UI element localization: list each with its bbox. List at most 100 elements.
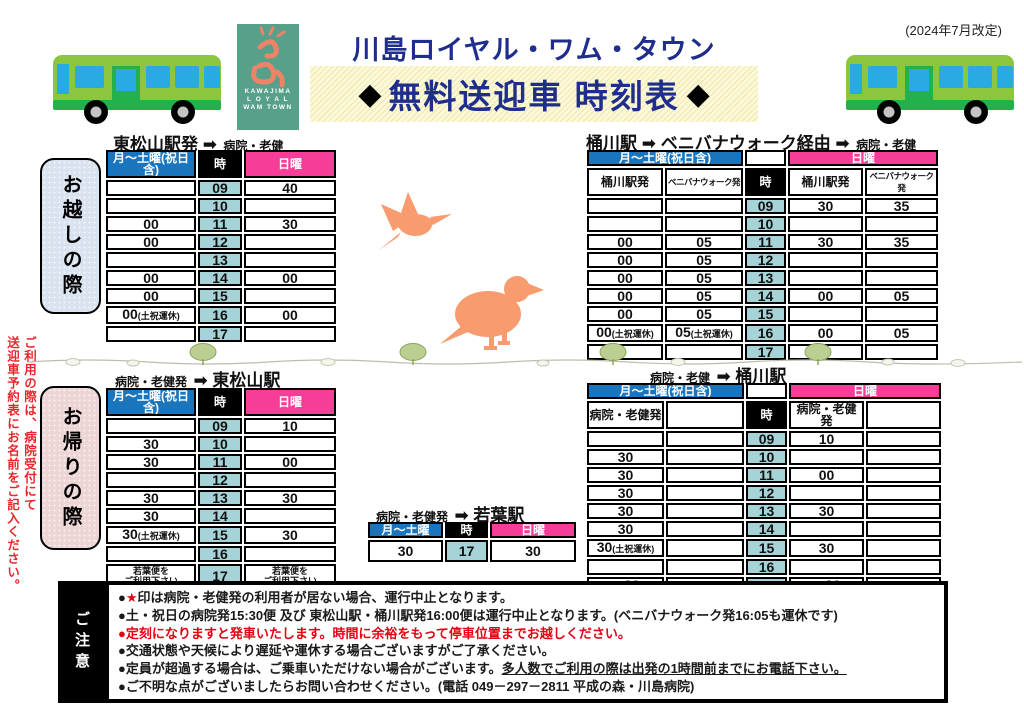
hour-cell: 16 (745, 324, 786, 342)
weekday-header: 月～土曜(祝日含) (106, 388, 196, 416)
weekday-cell (106, 180, 196, 196)
title-main: 桶川駅 ➡ ベニバナウォーク経由 ➡ (586, 134, 850, 153)
blank-cell (666, 539, 744, 557)
weekday-cell: 05 (665, 252, 743, 268)
hour-cell: 10 (198, 198, 242, 214)
weekday-cell: 30 (106, 436, 196, 452)
notes-tab: ご注意 (58, 581, 105, 703)
weekday-cell: 00(土祝運休) (106, 306, 196, 324)
weekday-cell: 30 (587, 467, 664, 483)
hour-cell: 11 (198, 454, 242, 470)
sunday-cell: 30 (788, 234, 863, 250)
timetable-higashimatsuyama-to-hospital: 月～土曜(祝日含) 時 日曜 09 40 10 00 11 30 00 12 13 00… (104, 148, 338, 344)
timetable-hospital-to-wakaba: 月～土曜 時 日曜 30 17 30 (366, 520, 578, 564)
hour-cell: 17 (745, 344, 786, 360)
hummingbird-icon (379, 192, 452, 250)
hour-cell: 14 (198, 508, 242, 524)
blank-cell (666, 503, 744, 519)
table-title-hospital-to-wakaba: 病院・老健発 ➡ 若葉駅 (374, 501, 524, 526)
hour-cell: 16 (198, 546, 242, 562)
benibana-dep-subheader: ベニバナウォーク発 (665, 168, 743, 196)
timetable-hospital-to-okegawa: 月～土曜(祝日含) 日曜 病院・老健発 時 病院・老健発 09 10 30 10 3… (585, 381, 943, 596)
weekday-cell: 00 (106, 288, 196, 304)
weekday-cell: 30 (587, 521, 664, 537)
sunday-cell: 40 (244, 180, 336, 196)
sunday-cell: 30 (788, 198, 863, 214)
weekday-header: 月～土曜(祝日含) (587, 150, 743, 166)
sunday-cell: 05 (865, 324, 938, 342)
title-sub: 病院・老健 (856, 138, 917, 152)
hour-cell: 15 (198, 526, 242, 544)
sunday-header: 日曜 (788, 150, 938, 166)
weekday-cell (587, 431, 664, 447)
blank-cell (866, 521, 941, 537)
sunday-cell (788, 306, 863, 322)
weekday-cell (106, 472, 196, 488)
sunday-cell: 30 (490, 540, 576, 562)
timetable-okegawa-to-hospital: 月～土曜(祝日含) 日曜 桶川駅発 ベニバナウォーク発 時 桶川駅発 ベニバナウ… (585, 148, 940, 362)
return-badge: お帰りの際 (40, 386, 101, 550)
note-line: ●土・祝日の病院発15:30便 及び 東松山駅・桶川駅発16:00便は運行中止と… (118, 607, 838, 623)
blank-cell (866, 559, 941, 575)
title-main: ➡ 若葉駅 (454, 506, 525, 525)
weekday-cell: 30 (106, 454, 196, 470)
weekday-cell (665, 216, 743, 232)
sunday-cell: 30 (789, 539, 864, 557)
weekday-cell: 30 (106, 490, 196, 506)
hospital-dep-subheader: 病院・老健発 (587, 401, 664, 429)
weekday-cell: 00 (106, 234, 196, 250)
sunday-cell: 00 (244, 454, 336, 470)
sunday-cell: 00 (788, 288, 863, 304)
title-main: ➡ 東松山駅 (193, 371, 281, 390)
sunday-header: 日曜 (789, 383, 941, 399)
weekday-cell: 00(土祝運休) (587, 324, 663, 342)
hour-cell: 12 (198, 472, 242, 488)
sunday-cell (865, 344, 938, 360)
weekday-cell: 30 (587, 485, 664, 501)
hour-cell: 09 (746, 431, 787, 447)
blank-cell (866, 485, 941, 501)
blank-cell (866, 431, 941, 447)
hour-header: 時 (745, 168, 786, 196)
sunday-cell (244, 288, 336, 304)
hospital-dep-subheader: 病院・老健発 (789, 401, 864, 429)
hour-cell: 11 (198, 216, 242, 232)
weekday-cell: 05 (665, 288, 743, 304)
table-title-hospital-to-okegawa: 病院・老健 ➡ 桶川駅 (648, 362, 786, 387)
hour-cell: 14 (198, 270, 242, 286)
sunday-cell (788, 216, 863, 232)
weekday-cell (106, 198, 196, 214)
hour-cell: 12 (746, 485, 787, 501)
sunday-cell (244, 252, 336, 268)
spacer-cell (745, 150, 786, 166)
weekday-cell (106, 546, 196, 562)
tree-divider (28, 343, 1022, 367)
sunday-cell (244, 198, 336, 214)
hour-header: 時 (198, 388, 242, 416)
hour-cell: 11 (746, 467, 787, 483)
weekday-cell (665, 344, 743, 360)
weekday-cell: 05 (665, 234, 743, 250)
sunday-cell (244, 472, 336, 488)
hour-header: 時 (198, 150, 242, 178)
timetable-hospital-to-higashimatsuyama: 月～土曜(祝日含) 時 日曜 09 10 30 10 30 11 00 12 30 13 3… (104, 386, 338, 590)
sunday-cell: 35 (865, 234, 938, 250)
hour-cell: 11 (745, 234, 786, 250)
hour-cell: 13 (198, 490, 242, 506)
logo-text-line: WAM TOWN (243, 104, 293, 111)
hour-cell: 15 (746, 539, 787, 557)
hour-cell: 12 (198, 234, 242, 250)
blank-subheader (866, 401, 941, 429)
blank-cell (666, 467, 744, 483)
hour-cell: 10 (746, 449, 787, 465)
hour-cell: 16 (198, 306, 242, 324)
notes-box: ●★印は病院・老健発の利用者が居ない場合、運行中止となります。 ●土・祝日の病院… (105, 581, 948, 703)
sunday-cell (865, 306, 938, 322)
weekday-cell: 00 (587, 252, 663, 268)
return-badge-label: お帰りの際 (59, 405, 81, 531)
blank-cell (866, 467, 941, 483)
blank-cell (666, 521, 744, 537)
hour-cell: 10 (745, 216, 786, 232)
hour-cell: 09 (198, 180, 242, 196)
